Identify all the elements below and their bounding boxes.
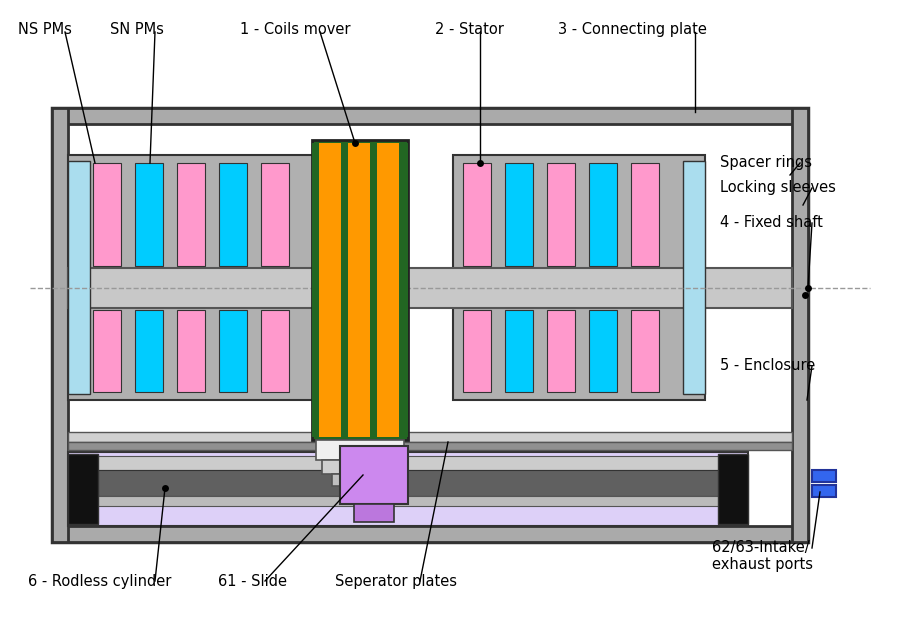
Bar — [631, 310, 659, 392]
Bar — [812, 470, 836, 482]
Bar — [135, 310, 163, 392]
Bar — [319, 143, 341, 437]
Bar — [370, 143, 377, 437]
Bar — [68, 161, 90, 394]
Bar — [68, 155, 320, 400]
Bar — [72, 470, 744, 496]
Bar — [52, 108, 68, 542]
Bar — [354, 504, 394, 522]
Bar — [322, 460, 398, 474]
Bar — [177, 163, 205, 266]
Text: 6 - Rodless cylinder: 6 - Rodless cylinder — [28, 574, 171, 589]
Text: 3 - Connecting plate: 3 - Connecting plate — [558, 22, 706, 37]
Bar — [348, 143, 370, 437]
Text: exhaust ports: exhaust ports — [712, 557, 813, 572]
Bar — [72, 456, 744, 470]
Bar — [341, 143, 348, 437]
Bar — [93, 163, 121, 266]
Bar — [453, 155, 705, 400]
Bar — [340, 446, 408, 504]
Bar — [377, 143, 399, 437]
Bar — [135, 163, 163, 266]
Bar — [463, 163, 491, 266]
Bar — [463, 310, 491, 392]
Text: 2 - Stator: 2 - Stator — [435, 22, 504, 37]
Bar — [316, 440, 404, 460]
Bar — [589, 310, 617, 392]
Bar — [52, 526, 808, 542]
Bar — [683, 161, 705, 394]
Text: 62/63-Intake/: 62/63-Intake/ — [712, 540, 810, 555]
Bar — [52, 108, 808, 542]
Bar — [718, 454, 748, 524]
Bar — [93, 310, 121, 392]
Bar — [52, 108, 808, 124]
Bar — [261, 310, 289, 392]
Text: Spacer rings: Spacer rings — [720, 155, 812, 170]
Bar — [312, 140, 408, 440]
Bar — [547, 163, 575, 266]
Bar — [68, 268, 792, 308]
Bar — [792, 108, 808, 542]
Bar — [812, 485, 836, 497]
Text: 61 - Slide: 61 - Slide — [218, 574, 287, 589]
Text: 1 - Coils mover: 1 - Coils mover — [240, 22, 350, 37]
Bar — [589, 163, 617, 266]
Text: Seperator plates: Seperator plates — [335, 574, 457, 589]
Bar — [261, 163, 289, 266]
Text: Locking sleeves: Locking sleeves — [720, 180, 836, 195]
Bar — [68, 442, 792, 450]
Bar — [505, 163, 533, 266]
Bar — [219, 310, 247, 392]
Text: NS PMs: NS PMs — [18, 22, 72, 37]
Bar — [68, 454, 98, 524]
Text: 4 - Fixed shaft: 4 - Fixed shaft — [720, 215, 823, 230]
Bar — [219, 163, 247, 266]
Bar — [68, 124, 792, 526]
Bar — [177, 310, 205, 392]
Bar — [505, 310, 533, 392]
Bar — [401, 143, 408, 437]
Bar — [68, 452, 748, 526]
Bar — [631, 163, 659, 266]
Text: 5 - Enclosure: 5 - Enclosure — [720, 358, 815, 373]
Text: SN PMs: SN PMs — [110, 22, 164, 37]
Bar — [68, 432, 792, 442]
Bar — [547, 310, 575, 392]
Bar — [72, 496, 744, 506]
Bar — [312, 143, 319, 437]
Bar — [332, 474, 388, 486]
